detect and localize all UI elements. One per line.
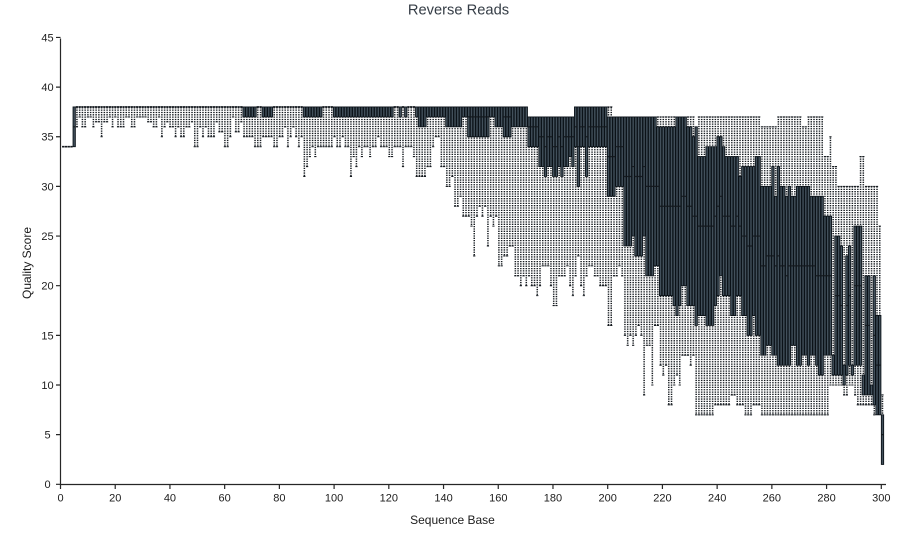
svg-text:Sequence Base: Sequence Base	[410, 513, 495, 527]
svg-text:35: 35	[41, 132, 53, 144]
svg-text:80: 80	[273, 493, 285, 505]
svg-text:5: 5	[44, 430, 50, 442]
svg-text:Quality Score: Quality Score	[20, 227, 34, 299]
svg-text:Reverse Reads: Reverse Reads	[408, 3, 509, 19]
svg-text:20: 20	[109, 493, 121, 505]
svg-text:180: 180	[544, 493, 562, 505]
svg-text:140: 140	[434, 493, 452, 505]
svg-text:260: 260	[763, 493, 781, 505]
svg-text:40: 40	[41, 82, 53, 94]
svg-text:160: 160	[489, 493, 507, 505]
svg-text:280: 280	[817, 493, 835, 505]
svg-text:120: 120	[380, 493, 398, 505]
svg-text:0: 0	[44, 479, 50, 491]
svg-text:20: 20	[41, 281, 53, 293]
svg-text:40: 40	[164, 493, 176, 505]
svg-text:10: 10	[41, 380, 53, 392]
svg-text:220: 220	[653, 493, 671, 505]
svg-text:300: 300	[872, 493, 890, 505]
svg-text:15: 15	[41, 330, 53, 342]
svg-text:240: 240	[708, 493, 726, 505]
svg-text:0: 0	[57, 493, 63, 505]
svg-text:60: 60	[219, 493, 231, 505]
svg-text:45: 45	[41, 32, 53, 44]
svg-text:100: 100	[325, 493, 343, 505]
svg-text:30: 30	[41, 181, 53, 193]
svg-text:25: 25	[41, 231, 53, 243]
svg-text:200: 200	[599, 493, 617, 505]
